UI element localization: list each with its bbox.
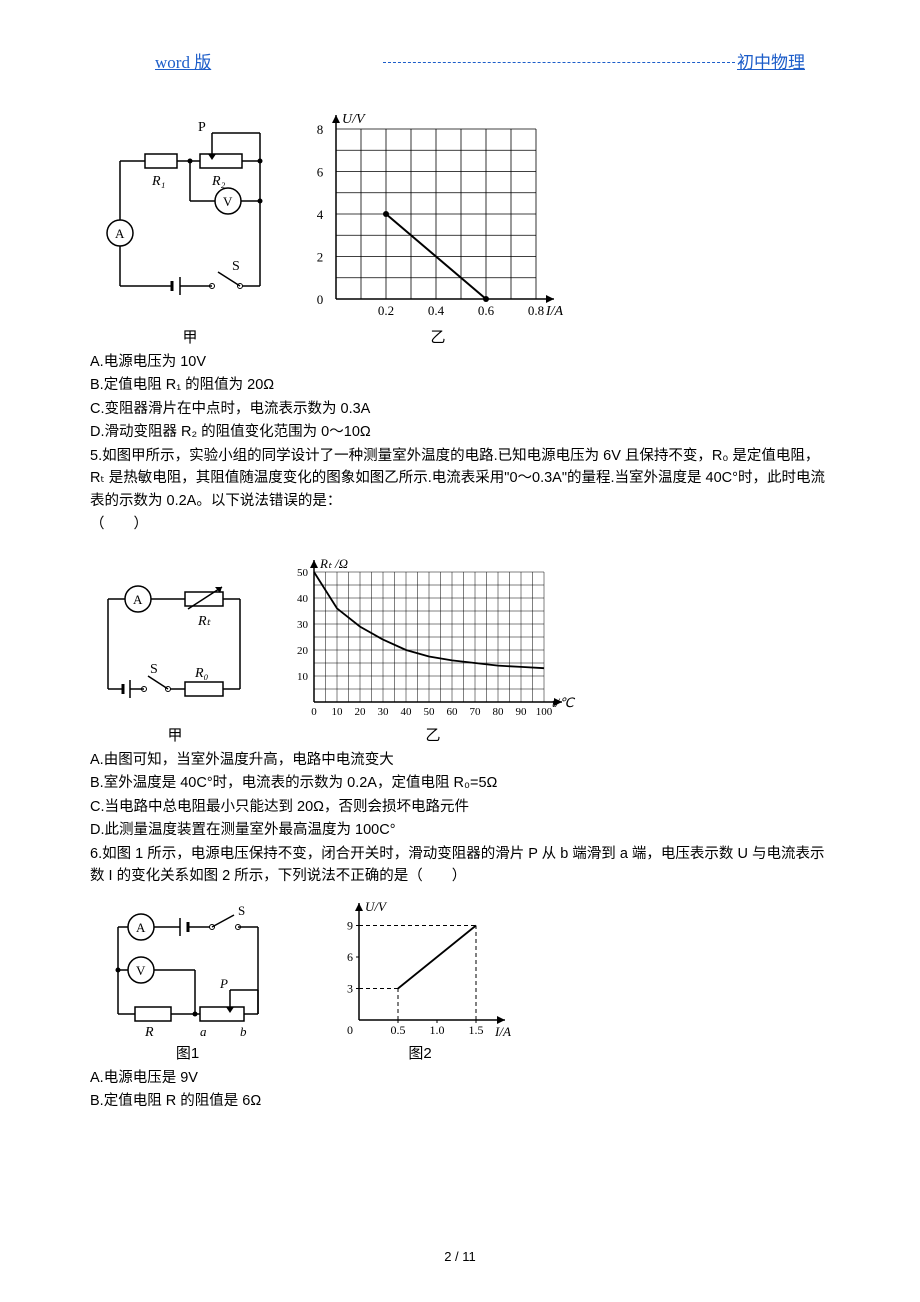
svg-text:9: 9 xyxy=(347,918,353,932)
svg-text:40: 40 xyxy=(297,593,309,605)
q4-optB: B.定值电阻 R₁ 的阻值为 20Ω xyxy=(90,374,830,396)
svg-text:4: 4 xyxy=(317,207,324,222)
svg-text:1.5: 1.5 xyxy=(469,1023,484,1037)
q4-figures: R₁ R₂ P V S A 甲 U/V I/A 0 2 4 6 8 0.2 0.4 0.6 0.8 乙 xyxy=(100,104,830,347)
svg-text:R₁: R₁ xyxy=(151,174,165,189)
svg-text:0.2: 0.2 xyxy=(378,303,394,318)
svg-text:A: A xyxy=(136,920,146,935)
svg-text:40: 40 xyxy=(401,706,413,718)
svg-text:A: A xyxy=(133,592,143,607)
q5-graph-caption: 乙 xyxy=(278,724,588,745)
svg-text:t/℃: t/℃ xyxy=(552,695,575,710)
svg-text:0.6: 0.6 xyxy=(478,303,495,318)
q6-circuit-caption: 图1 xyxy=(100,1042,275,1063)
svg-text:10: 10 xyxy=(332,706,344,718)
svg-text:I/A: I/A xyxy=(545,304,564,319)
svg-text:S: S xyxy=(232,259,240,274)
q6-figures: A S V Ra b P 图1 U/V I/A 0 3 6 9 0.5 1.0 1.5 图2 xyxy=(100,892,830,1063)
svg-text:R: R xyxy=(144,1025,154,1040)
q4-graph: U/V I/A 0 2 4 6 8 0.2 0.4 0.6 0.8 xyxy=(298,104,578,324)
svg-text:10: 10 xyxy=(297,671,309,683)
svg-text:6: 6 xyxy=(347,950,353,964)
header-left: word 版 xyxy=(155,48,211,73)
q5-optB: B.室外温度是 40C°时，电流表的示数为 0.2A，定值电阻 R₀=5Ω xyxy=(90,772,830,794)
q6-graph: U/V I/A 0 3 6 9 0.5 1.0 1.5 xyxy=(325,892,515,1042)
q5-paren: （ ） xyxy=(90,513,830,535)
q5-circuit-caption: 甲 xyxy=(90,724,260,745)
q6-optA: A.电源电压是 9V xyxy=(90,1067,830,1089)
svg-text:0.8: 0.8 xyxy=(528,303,544,318)
svg-text:R₂: R₂ xyxy=(211,174,226,189)
svg-text:V: V xyxy=(223,194,233,209)
q4-optD: D.滑动变阻器 R₂ 的阻值变化范围为 0～10Ω xyxy=(90,421,830,443)
svg-text:80: 80 xyxy=(493,706,505,718)
q6-stem: 6.如图 1 所示，电源电压保持不变，闭合开关时，滑动变阻器的滑片 P 从 b … xyxy=(90,843,830,888)
svg-text:100: 100 xyxy=(536,706,553,718)
content: R₁ R₂ P V S A 甲 U/V I/A 0 2 4 6 8 0.2 0.4 0.6 0.8 乙 A.电… xyxy=(90,100,830,1114)
svg-text:30: 30 xyxy=(378,706,390,718)
q5-circuit: A Rₜ R₀ S xyxy=(90,564,260,724)
q4-optA: A.电源电压为 10V xyxy=(90,351,830,373)
svg-text:b: b xyxy=(240,1024,247,1039)
q4-optC: C.变阻器滑片在中点时，电流表示数为 0.3A xyxy=(90,398,830,420)
svg-text:Rₜ /Ω: Rₜ /Ω xyxy=(319,556,348,571)
svg-text:20: 20 xyxy=(355,706,367,718)
q5-graph: Rₜ /Ω t/℃ 10 20 30 40 50 0 10 20 30 40 50 60 70 80 90 100 xyxy=(278,544,588,724)
svg-text:I/A: I/A xyxy=(494,1024,511,1039)
svg-text:90: 90 xyxy=(516,706,528,718)
header-right: 初中物理 xyxy=(737,48,805,73)
svg-text:U/V: U/V xyxy=(342,112,366,127)
header-dash xyxy=(383,62,735,63)
svg-text:1.0: 1.0 xyxy=(430,1023,445,1037)
svg-text:S: S xyxy=(238,903,245,918)
q6-optB: B.定值电阻 R 的阻值是 6Ω xyxy=(90,1090,830,1112)
svg-text:0.4: 0.4 xyxy=(428,303,445,318)
svg-text:a: a xyxy=(200,1024,207,1039)
svg-text:3: 3 xyxy=(347,981,353,995)
svg-text:6: 6 xyxy=(317,165,324,180)
q4-circuit-caption: 甲 xyxy=(100,326,280,347)
q6-graph-caption: 图2 xyxy=(325,1042,515,1063)
svg-text:0: 0 xyxy=(311,706,317,718)
svg-text:U/V: U/V xyxy=(365,899,388,914)
svg-text:20: 20 xyxy=(297,645,309,657)
svg-text:30: 30 xyxy=(297,619,309,631)
q4-circuit: R₁ R₂ P V S A xyxy=(100,106,280,326)
svg-text:60: 60 xyxy=(447,706,459,718)
svg-text:70: 70 xyxy=(470,706,482,718)
svg-text:P: P xyxy=(219,976,228,991)
svg-text:A: A xyxy=(115,226,125,241)
svg-text:Rₜ: Rₜ xyxy=(197,614,212,629)
svg-text:V: V xyxy=(136,963,146,978)
svg-text:R₀: R₀ xyxy=(194,666,209,681)
svg-text:P: P xyxy=(198,120,206,135)
svg-text:S: S xyxy=(150,662,158,677)
svg-text:0: 0 xyxy=(347,1023,353,1037)
q5-optA: A.由图可知，当室外温度升高，电路中电流变大 xyxy=(90,749,830,771)
svg-text:0.5: 0.5 xyxy=(391,1023,406,1037)
q5-figures: A Rₜ R₀ S 甲 Rₜ /Ω t/℃ 10 20 30 40 50 0 10 20 30 40 50 60… xyxy=(90,544,830,745)
page-number: 2 / 11 xyxy=(0,1249,920,1264)
q4-graph-caption: 乙 xyxy=(298,326,578,347)
svg-text:8: 8 xyxy=(317,122,324,137)
q5-optC: C.当电路中总电阻最小只能达到 20Ω，否则会损坏电路元件 xyxy=(90,796,830,818)
q5-optD: D.此测量温度装置在测量室外最高温度为 100C° xyxy=(90,819,830,841)
svg-text:50: 50 xyxy=(424,706,436,718)
svg-text:0: 0 xyxy=(317,292,324,307)
q6-circuit: A S V Ra b P xyxy=(100,902,275,1042)
svg-text:50: 50 xyxy=(297,567,309,579)
svg-text:2: 2 xyxy=(317,250,324,265)
q5-stem: 5.如图甲所示，实验小组的同学设计了一种测量室外温度的电路.已知电源电压为 6V… xyxy=(90,445,830,512)
